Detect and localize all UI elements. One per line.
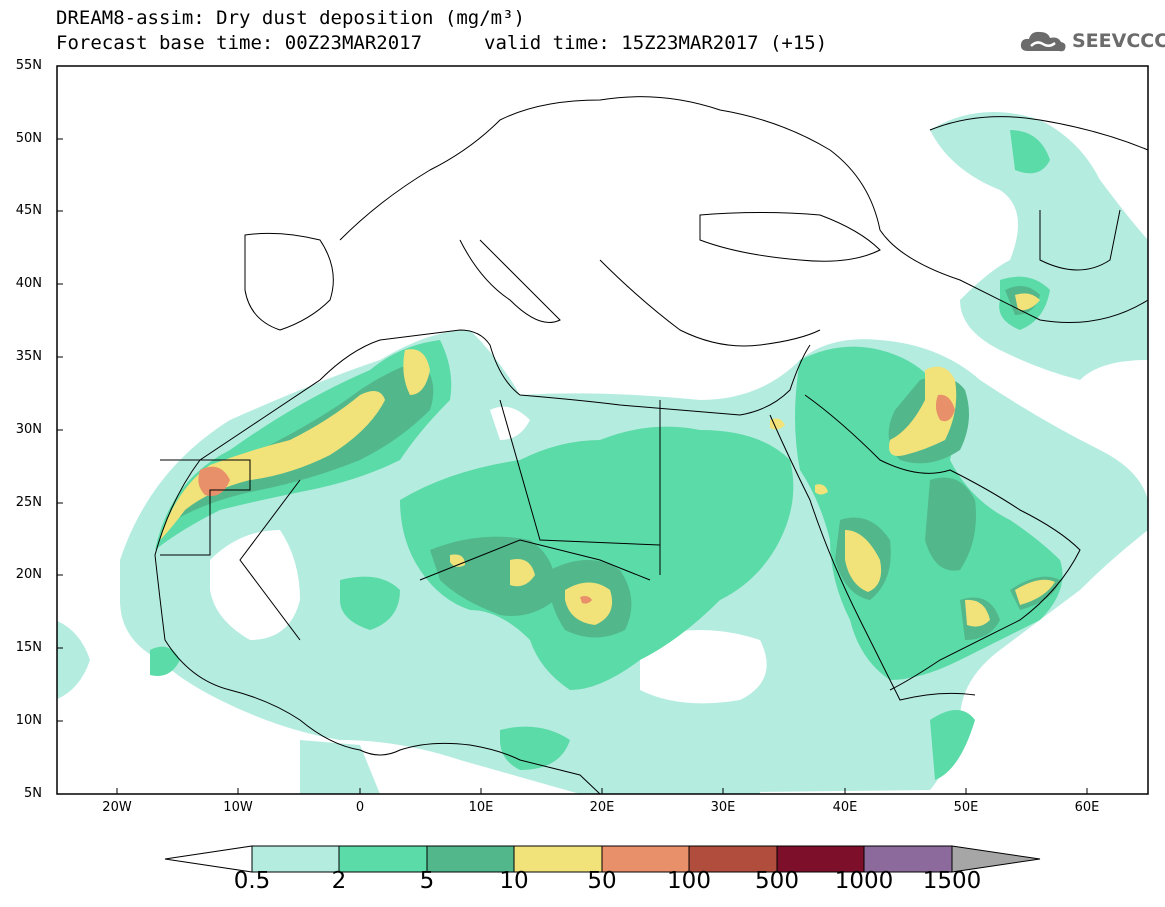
lon-tick-label: 10W	[223, 800, 253, 815]
lat-tick-label: 25N	[15, 495, 42, 510]
colorbar-label: 10	[499, 868, 529, 894]
colorbar-label: 100	[667, 868, 711, 894]
colorbar-label: 5	[419, 868, 435, 894]
lat-tick-label: 55N	[15, 58, 42, 73]
lat-tick-label: 20N	[15, 567, 42, 582]
contour-level-10	[160, 293, 1055, 627]
lat-tick-label: 30N	[15, 422, 42, 437]
lon-tick-label: 20E	[589, 800, 615, 815]
dust-field	[57, 112, 1148, 794]
colorbar-swatch-6	[688, 845, 778, 873]
colorbar-swatch-5	[601, 845, 690, 873]
colorbar-swatch-7	[776, 845, 865, 873]
colorbar-swatch-3	[426, 845, 515, 873]
valid-time: valid time: 15Z23MAR2017 (+15)	[484, 32, 828, 54]
contour-holes	[210, 406, 767, 704]
lat-tick-label: 50N	[15, 131, 42, 146]
lat-tick-label: 45N	[15, 203, 42, 218]
lon-tick-label: 60E	[1074, 800, 1100, 815]
lat-tick-label: 35N	[15, 349, 42, 364]
seevccc-logo: SEEVCCC	[1018, 27, 1165, 55]
lon-tick-label: 10E	[468, 800, 494, 815]
colorbar-label: 1500	[922, 868, 982, 894]
lat-tick-label: 40N	[15, 276, 42, 291]
lon-tick-label: 50E	[953, 800, 979, 815]
colorbar-label: 2	[331, 868, 347, 894]
colorbar	[164, 845, 1041, 873]
colorbar-label: 500	[755, 868, 799, 894]
lat-tick-label: 10N	[15, 713, 42, 728]
cloud-icon	[1020, 31, 1066, 52]
coastlines	[154, 96, 1148, 794]
lon-tick-label: 30E	[710, 800, 736, 815]
map-title: DREAM8-assim: Dry dust deposition (mg/m³…	[56, 7, 525, 29]
colorbar-swatch-1	[251, 845, 340, 873]
lon-tick-label: 0	[355, 800, 365, 815]
lon-tick-label: 40E	[832, 800, 858, 815]
colorbar-label: 50	[587, 868, 617, 894]
colorbar-label: 1000	[834, 868, 894, 894]
axis-ticks	[57, 65, 1088, 794]
contour-level-50	[198, 394, 955, 604]
lat-tick-label: 15N	[15, 640, 42, 655]
colorbar-right-arrow	[951, 845, 1041, 873]
colorbar-label: 0.5	[233, 868, 271, 894]
lat-tick-label: 5N	[24, 786, 42, 801]
logo-text: SEEVCCC	[1072, 30, 1165, 52]
forecast-base-time: Forecast base time: 00Z23MAR2017	[56, 32, 423, 54]
lon-tick-label: 20W	[102, 800, 132, 815]
